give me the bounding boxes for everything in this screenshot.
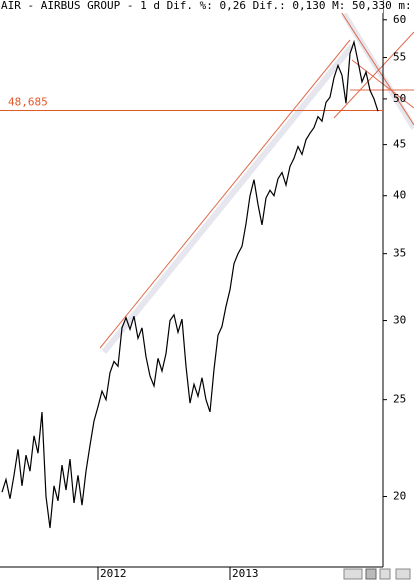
- toolbar: [343, 568, 411, 580]
- trend-line: [339, 9, 414, 126]
- tool-icon[interactable]: [343, 568, 363, 580]
- trend-shadow: [101, 44, 355, 354]
- x-tick-label: 2013: [232, 567, 259, 580]
- y-tick-label: 45: [393, 138, 406, 151]
- tool-icon[interactable]: [365, 568, 377, 580]
- y-tick-label: 35: [393, 247, 406, 260]
- y-tick-label: 50: [393, 92, 406, 105]
- x-tick-label: 2012: [100, 567, 127, 580]
- y-tick-label: 60: [393, 13, 406, 26]
- y-tick-label: 40: [393, 189, 406, 202]
- trend-lines: [99, 9, 414, 354]
- y-tick-label: 20: [393, 489, 406, 502]
- y-tick-label: 30: [393, 314, 406, 327]
- price-line: [1, 39, 379, 529]
- y-tick-label: 55: [393, 51, 406, 64]
- y-tick-label: 25: [393, 393, 406, 406]
- reference-label: 48,685: [8, 95, 48, 108]
- tool-icon[interactable]: [395, 568, 411, 580]
- trend-line: [333, 31, 414, 119]
- tool-icon[interactable]: [379, 568, 391, 580]
- chart-title: AIR - AIRBUS GROUP - 1 d Dif. %: 0,26 Di…: [1, 0, 412, 12]
- trend-line: [99, 39, 351, 349]
- title-bg: [0, 0, 383, 13]
